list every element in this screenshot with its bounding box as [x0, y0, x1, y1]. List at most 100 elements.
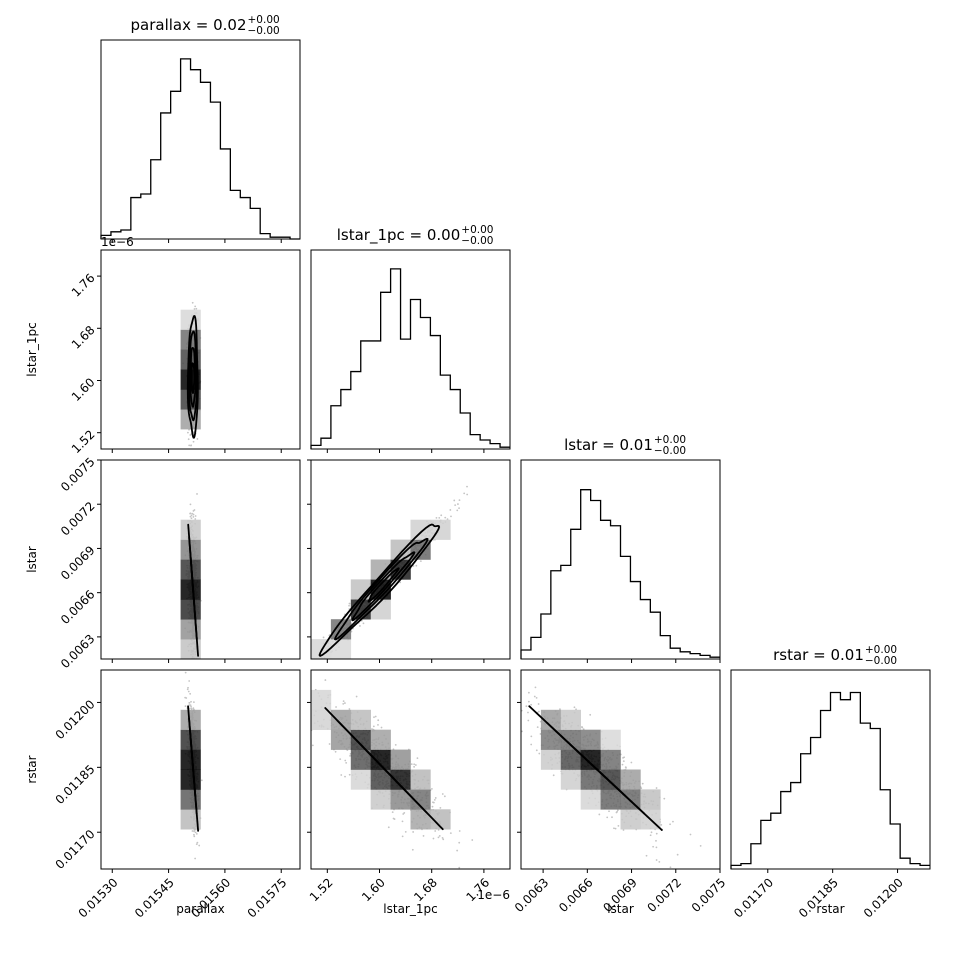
y-offset-text: 1e−6	[101, 235, 134, 249]
density-cell	[390, 789, 411, 810]
density-cell	[620, 809, 641, 830]
sample-point	[393, 818, 396, 820]
title-value: 0.02	[213, 16, 246, 34]
sample-point	[552, 774, 555, 777]
density-cell	[370, 599, 391, 620]
sample-point	[434, 830, 437, 832]
histogram-lstar_1pc	[310, 268, 510, 449]
histogram-bin	[490, 444, 500, 449]
y-ticks-rstar	[517, 701, 521, 833]
sample-point	[466, 485, 468, 488]
sample-point	[527, 700, 530, 703]
density-cell	[430, 809, 451, 830]
sample-point	[371, 728, 373, 730]
sample-point	[458, 507, 460, 510]
sample-point	[295, 690, 297, 692]
sample-point	[458, 499, 461, 502]
histogram-bin	[480, 440, 490, 449]
title-plus-error: +0.00	[248, 14, 280, 26]
y-axis-label-rstar: rstar	[25, 755, 39, 783]
histogram-bin	[450, 390, 460, 449]
contour-level	[187, 705, 200, 832]
sample-point	[189, 515, 192, 518]
sample-point	[443, 795, 446, 798]
sample-point	[530, 703, 533, 706]
sample-point	[508, 703, 510, 705]
sample-point	[189, 692, 192, 695]
sample-point	[453, 499, 456, 502]
sample-point	[399, 581, 402, 584]
sample-point	[303, 715, 305, 717]
histogram-bin	[341, 390, 351, 449]
y-tick-label: 0.0069	[58, 543, 98, 583]
sample-point	[348, 602, 351, 605]
sample-point	[349, 755, 351, 757]
sample-point	[652, 845, 655, 848]
sample-point	[435, 516, 438, 519]
histogram-bin	[910, 864, 920, 869]
panel-frame	[100, 39, 301, 240]
sample-point	[190, 444, 192, 447]
density-cell	[180, 619, 201, 640]
panel-frame	[310, 459, 511, 660]
sample-point	[625, 766, 627, 769]
sample-point	[186, 688, 189, 691]
histogram-bin	[680, 652, 690, 659]
histogram-bin	[751, 844, 761, 869]
histogram-bin	[361, 341, 371, 449]
histogram-bin	[551, 571, 561, 659]
x-axis-label-lstar_1pc: lstar_1pc	[383, 902, 437, 916]
density-cell	[370, 789, 391, 810]
density-cell	[390, 769, 411, 790]
sample-point	[530, 743, 533, 746]
title-name: lstar	[564, 436, 598, 454]
histogram-bin	[430, 336, 440, 449]
sample-point	[187, 686, 189, 689]
y-axis-label-lstar_1pc: lstar_1pc	[25, 322, 39, 376]
sample-point	[190, 707, 193, 710]
density-cell	[600, 769, 621, 790]
sample-point	[309, 700, 311, 702]
sample-point	[645, 854, 648, 857]
sample-point	[344, 775, 346, 778]
sample-point	[192, 516, 195, 518]
sample-point	[194, 677, 196, 679]
histogram-lstar	[520, 489, 720, 659]
sample-point	[537, 703, 540, 705]
density-cell	[410, 769, 431, 790]
sample-point	[454, 504, 457, 506]
sample-point	[191, 512, 194, 515]
sample-point	[200, 779, 203, 782]
sample-point	[301, 708, 303, 710]
sample-point	[372, 725, 375, 728]
histogram-bin	[840, 700, 850, 869]
sample-point	[499, 686, 501, 688]
sample-point	[527, 719, 530, 722]
panel-frame	[310, 249, 511, 450]
sample-point	[314, 664, 316, 666]
sample-point	[559, 708, 561, 711]
title-minus-error: −0.00	[461, 235, 493, 247]
sample-point	[598, 813, 601, 816]
sample-point	[284, 695, 286, 697]
histogram-bin	[650, 612, 660, 659]
sample-point	[194, 305, 197, 308]
sample-point	[195, 307, 198, 310]
sample-point	[536, 726, 539, 728]
sample-point	[412, 565, 415, 567]
hist-panel-lstar_1pc: lstar_1pc = 0.00 +0.00−0.00	[310, 224, 511, 450]
sample-point	[525, 705, 528, 708]
density-cell	[180, 789, 201, 810]
histogram-bin	[601, 520, 611, 659]
sample-point	[394, 743, 397, 746]
contour-level	[188, 330, 198, 422]
sample-point	[614, 827, 617, 830]
sample-point	[410, 763, 413, 766]
sample-point	[348, 604, 350, 607]
sample-point	[192, 513, 195, 516]
histogram-bin	[151, 160, 161, 239]
density-cell	[350, 729, 371, 750]
sample-point	[456, 509, 459, 512]
histogram-bin	[640, 600, 650, 659]
